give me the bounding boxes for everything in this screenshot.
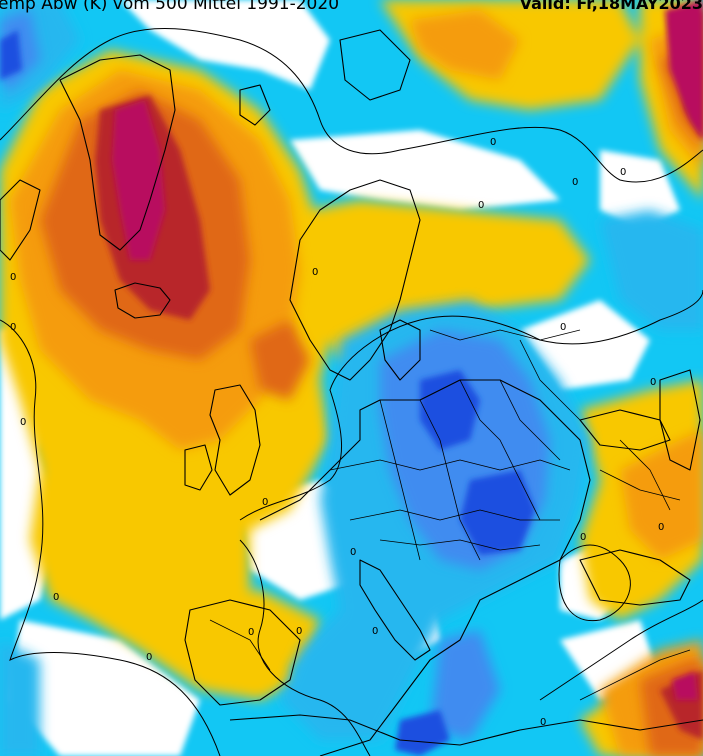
border-line-1 [329,459,571,471]
contour-label: 0 [53,592,59,603]
header-valid-date: Valid: Fr,18MAY2023 [520,0,703,13]
border-line-8 [429,329,581,341]
coast-great-britain [209,384,261,496]
contour-label: 0 [20,417,26,428]
country-borders [209,329,691,701]
contour-southeast [539,599,703,701]
border-line-11 [599,469,681,501]
border-line-5 [499,379,561,461]
contour-aegean [558,544,631,622]
contour-label: 0 [478,200,484,211]
contour-label: 0 [372,626,378,637]
coast-italy [359,559,431,661]
coast-arctic-island [239,84,271,126]
contour-label: 0 [580,532,586,543]
coast-iberia [184,599,301,706]
coast-scandinavia [289,179,421,381]
coast-anatolia [579,549,691,606]
contour-label: 0 [560,322,566,333]
contour-north [0,27,703,183]
coast-north-africa [229,714,703,746]
contour-west [0,319,221,756]
border-line-4 [459,379,541,521]
contour-label: 0 [312,267,318,278]
border-line-3 [419,399,481,561]
coastlines [0,29,703,756]
contour-label: 0 [572,177,578,188]
coast-baltic [379,319,421,381]
contour-label: 0 [650,377,656,388]
coast-canadian-arctic [0,179,41,261]
border-line-12 [619,439,671,511]
contour-label: 0 [146,652,152,663]
coast-black-sea [579,409,671,451]
contour-label: 0 [350,547,356,558]
field-magenta [112,0,703,700]
header: emp Abw (K) vom 500 Mittel 1991-2020 Val… [0,0,703,14]
contour-central [239,289,703,521]
coast-europe [259,379,591,756]
contour-label: 0 [658,522,664,533]
border-line-7 [379,539,541,551]
contour-label: 0 [620,167,626,178]
contour-label: 0 [248,627,254,638]
coast-ireland [184,444,213,491]
border-line-13 [579,649,691,701]
zero-contours [0,27,703,756]
border-line-9 [519,339,581,421]
header-title: emp Abw (K) vom 500 Mittel 1991-2020 [0,0,339,14]
contour-label: 0 [540,717,546,728]
border-line-2 [379,399,421,561]
contour-label: 0 [262,497,268,508]
contour-labels: 0 0 0 0 0 0 0 0 0 0 0 0 0 0 0 0 0 0 0 0 [10,137,664,728]
contour-label: 0 [490,137,496,148]
coast-caspian [659,369,701,471]
contour-label: 0 [296,626,302,637]
field-deep-blue [0,30,535,756]
contour-label: 0 [10,322,16,333]
contour-iberia [239,539,371,756]
coast-iceland [114,282,171,319]
coast-greenland [59,54,176,251]
coast-north-islands [339,29,411,101]
border-line-6 [349,509,560,521]
border-line-10 [209,619,271,671]
contour-label: 0 [10,272,16,283]
